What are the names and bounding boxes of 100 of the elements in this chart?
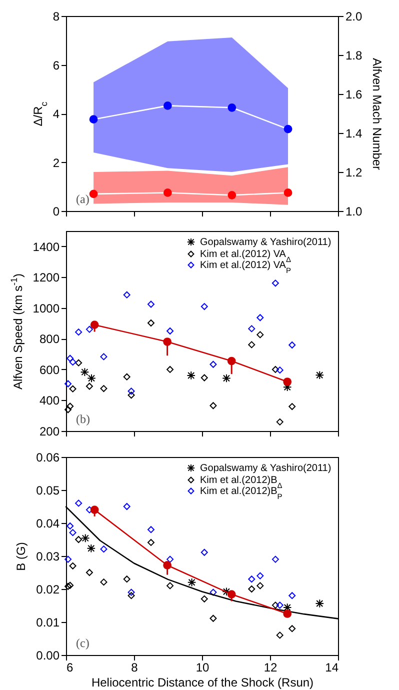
point (248, 576, 256, 583)
point (166, 328, 174, 334)
point (75, 328, 82, 336)
point (200, 303, 208, 310)
point (148, 538, 154, 546)
point (87, 374, 96, 383)
x-tick-label: 6 (66, 660, 74, 674)
point (100, 578, 108, 586)
annotation: (b) (76, 412, 90, 426)
point (283, 378, 292, 386)
point (210, 402, 217, 410)
point (272, 556, 279, 563)
point (256, 572, 264, 580)
point (86, 382, 93, 390)
x-tick-label: 8 (131, 660, 138, 674)
y-tick-label: 0.04 (36, 516, 60, 530)
point (227, 356, 236, 366)
y-tick-label: 0.03 (36, 550, 60, 564)
point (186, 371, 196, 380)
point (163, 561, 172, 570)
point (227, 590, 236, 598)
y-tick-label: 800 (39, 332, 60, 346)
point (86, 569, 93, 576)
point (288, 403, 296, 410)
y2-tick-label: 1.4 (346, 126, 363, 140)
point (200, 548, 208, 556)
point (248, 341, 256, 348)
x-tick-label: 12 (264, 660, 278, 674)
point (248, 325, 256, 332)
y-tick-label: 0 (52, 204, 60, 218)
point (222, 374, 231, 383)
y-tick-label: 4 (52, 107, 60, 121)
point (200, 374, 208, 382)
point (69, 358, 76, 366)
point (69, 562, 76, 570)
point (123, 576, 130, 583)
point (187, 578, 196, 587)
y-tick-label: 0.01 (36, 616, 60, 630)
y2-axis-title: Alfven Mach Number (370, 58, 384, 170)
point (100, 385, 108, 392)
point (100, 353, 108, 360)
y2-tick-label: 2.0 (346, 10, 363, 24)
point (66, 522, 74, 530)
y2-tick-label: 1.0 (346, 204, 363, 218)
point (256, 331, 264, 338)
point (100, 546, 108, 553)
point (283, 610, 292, 618)
point (276, 366, 284, 374)
point (210, 588, 217, 596)
point (315, 599, 324, 608)
point (66, 354, 74, 362)
point (276, 632, 284, 639)
y2-tick-label: 1.2 (346, 166, 363, 180)
y-axis-title: B (G) (14, 542, 28, 571)
point (248, 586, 256, 592)
point (90, 320, 99, 330)
point (64, 582, 72, 590)
point (80, 534, 90, 543)
x-tick-label: 10 (196, 660, 210, 674)
y-tick-label: 6 (52, 58, 60, 72)
point (66, 582, 74, 589)
point (163, 338, 172, 346)
point (64, 406, 72, 414)
y-tick-label: 600 (39, 362, 60, 377)
y-tick-label: 1000 (32, 301, 60, 316)
point (128, 392, 135, 399)
legend-label: Gopalswamy & Yashiro(2011) (200, 237, 332, 248)
point (210, 614, 217, 622)
y-tick-label: 1400 (32, 240, 60, 254)
annotation: (c) (76, 636, 90, 650)
x-axis-title: Heliocentric Distance of the Shock (Rsun) (91, 676, 314, 690)
x-tick-label: 14 (325, 660, 339, 674)
point (272, 602, 279, 609)
point (148, 320, 154, 326)
point (272, 280, 279, 287)
point (123, 291, 130, 298)
legend-label: Gopalswamy & Yashiro(2011) (200, 463, 332, 474)
y-tick-label: 0.02 (36, 582, 60, 596)
point (128, 388, 135, 395)
y-tick-label: 0.06 (36, 450, 60, 464)
point (89, 115, 98, 124)
point (288, 592, 296, 600)
point (282, 603, 292, 612)
y-tick-label: 400 (39, 394, 60, 408)
point (315, 370, 324, 380)
y2-tick-label: 1.6 (346, 88, 363, 102)
point (276, 418, 284, 426)
point (69, 529, 76, 536)
point (256, 582, 264, 590)
y-tick-label: 1200 (32, 270, 60, 285)
point (90, 506, 99, 514)
annotation: (a) (76, 192, 90, 206)
point (75, 500, 82, 507)
point (210, 360, 217, 368)
y2-tick-label: 1.8 (346, 48, 363, 62)
point (284, 124, 292, 134)
point (276, 602, 284, 609)
point (148, 526, 154, 534)
point (64, 380, 72, 388)
y-tick-label: 2 (52, 156, 60, 170)
